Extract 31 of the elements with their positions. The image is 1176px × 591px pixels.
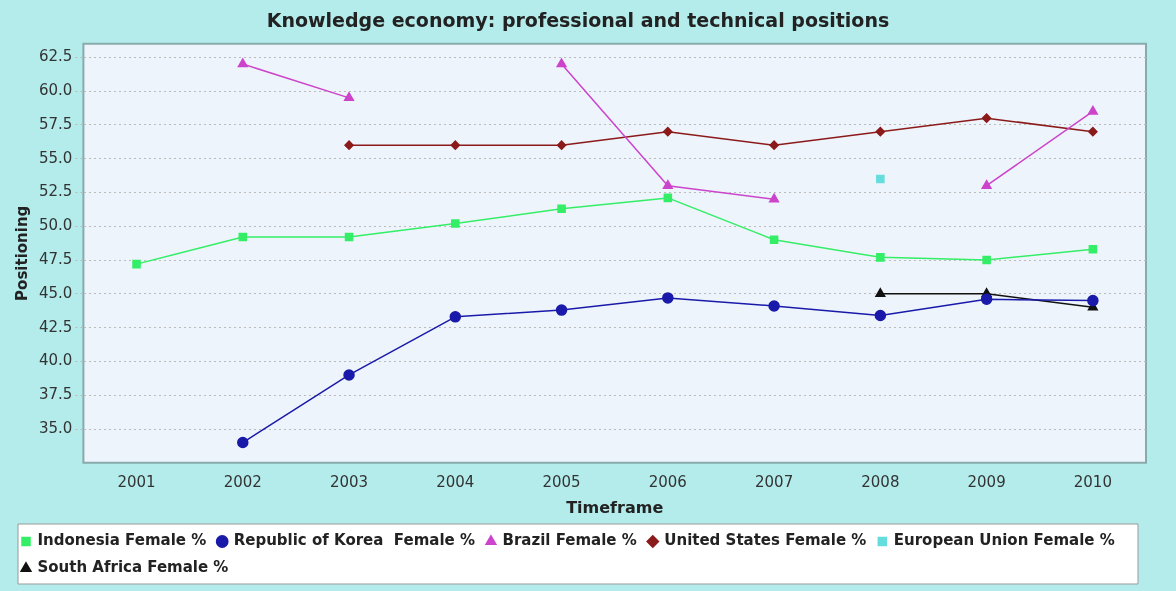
x-tick-label: 2004 [436, 472, 475, 491]
chart-title: Knowledge economy: professional and technical positions [266, 9, 890, 32]
y-tick-label: 37.5 [38, 385, 73, 404]
y-axis-title: Positioning [12, 205, 31, 301]
y-tick-label: 42.5 [38, 317, 73, 336]
x-tick-label: 2010 [1073, 472, 1112, 491]
legend-label: Indonesia Female % [37, 531, 207, 550]
legend-label: Republic of Korea Female % [233, 531, 475, 550]
y-tick-label: 35.0 [38, 418, 73, 437]
legend-label: South Africa Female % [37, 558, 229, 577]
y-tick-label: 47.5 [38, 249, 73, 268]
legend-label: European Union Female % [893, 531, 1115, 550]
x-tick-label: 2002 [223, 472, 262, 491]
y-tick-label: 55.0 [38, 148, 73, 167]
x-tick-label: 2008 [861, 472, 900, 491]
y-tick-label: 50.0 [38, 216, 73, 235]
x-tick-label: 2001 [117, 472, 156, 491]
x-tick-label: 2003 [329, 472, 369, 491]
legend-label: Brazil Female % [502, 531, 637, 550]
y-tick-label: 57.5 [38, 114, 73, 133]
x-tick-label: 2007 [755, 472, 794, 491]
y-tick-label: 45.0 [38, 283, 73, 302]
x-tick-label: 2006 [648, 472, 687, 491]
y-tick-label: 52.5 [38, 182, 73, 201]
y-tick-label: 60.0 [38, 81, 73, 99]
x-tick-label: 2009 [967, 472, 1006, 491]
y-tick-label: 62.5 [38, 47, 73, 66]
x-tick-label: 2005 [542, 472, 581, 491]
y-tick-label: 40.0 [38, 351, 73, 370]
legend-label: United States Female % [664, 531, 867, 550]
x-axis-title: Timeframe [566, 497, 664, 517]
